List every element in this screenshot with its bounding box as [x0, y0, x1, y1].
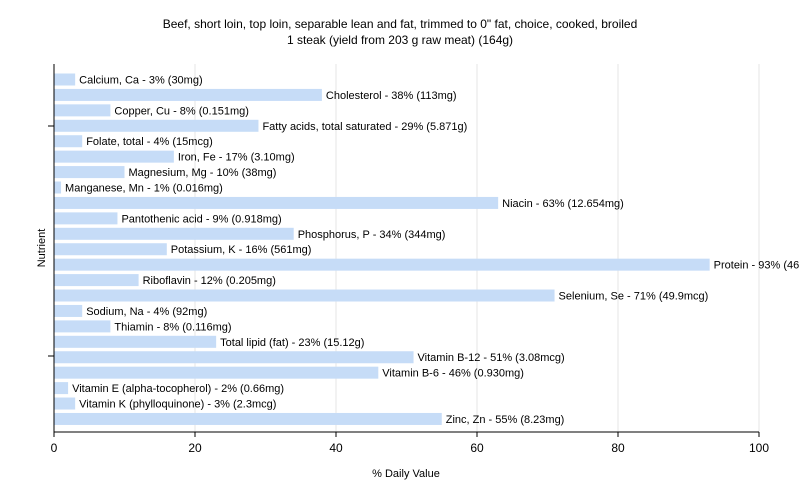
x-axis-label: % Daily Value [372, 468, 440, 480]
tick-labels: 0 20 40 60 80 100 [51, 441, 770, 455]
x-tick-label: 100 [749, 441, 769, 455]
bar [54, 227, 294, 240]
bar-label: Protein - 93% (46.66g) [714, 260, 800, 272]
bar-label: Iron, Fe - 17% (3.10mg) [178, 152, 295, 164]
bar-label: Thiamin - 8% (0.116mg) [114, 321, 231, 333]
bar [54, 258, 710, 271]
chart-subtitle: 1 steak (yield from 203 g raw meat) (164… [286, 33, 514, 47]
bar [54, 104, 111, 117]
bar [54, 304, 83, 317]
bar [54, 412, 442, 425]
bar-label: Potassium, K - 16% (561mg) [171, 244, 312, 256]
x-tick-label: 20 [188, 441, 202, 455]
y-axis-label: Nutrient [36, 229, 48, 268]
bar-label: Vitamin E (alpha-tocopherol) - 2% (0.66m… [72, 383, 284, 395]
bar-label: Total lipid (fat) - 23% (15.12g) [220, 337, 364, 349]
bar [54, 181, 62, 194]
bar [54, 119, 259, 132]
bar-label: Selenium, Se - 71% (49.9mcg) [559, 291, 709, 303]
bar-label: Niacin - 63% (12.654mg) [502, 198, 624, 210]
bar [54, 196, 499, 209]
bar [54, 73, 76, 86]
x-tick-label: 0 [51, 441, 58, 455]
bar [54, 289, 555, 302]
bar-label: Folate, total - 4% (15mcg) [86, 136, 213, 148]
bar [54, 243, 167, 256]
bar-label: Vitamin B-6 - 46% (0.930mg) [382, 368, 524, 380]
bar-label: Pantothenic acid - 9% (0.918mg) [121, 213, 281, 225]
chart-title-block: Beef, short loin, top loin, separable le… [0, 16, 800, 48]
bar [54, 166, 125, 179]
x-tick-label: 40 [329, 441, 343, 455]
bar [54, 150, 174, 163]
bars: Calcium, Ca - 3% (30mg) Cholesterol - 38%… [54, 73, 800, 426]
bar-label: Vitamin K (phylloquinone) - 3% (2.3mcg) [79, 399, 276, 411]
bar-label: Cholesterol - 38% (113mg) [326, 90, 457, 102]
bar-label: Manganese, Mn - 1% (0.016mg) [65, 183, 223, 195]
bar-label: Calcium, Ca - 3% (30mg) [79, 75, 202, 87]
bar [54, 382, 69, 395]
bar [54, 366, 379, 379]
bar [54, 397, 76, 410]
bar [54, 135, 83, 148]
x-tick-label: 80 [611, 441, 625, 455]
bar [54, 320, 111, 333]
bar [54, 274, 139, 287]
axes [48, 64, 760, 437]
bar-label: Phosphorus, P - 34% (344mg) [298, 229, 446, 241]
bar [54, 351, 414, 364]
chart-title: Beef, short loin, top loin, separable le… [162, 17, 638, 31]
x-tick-label: 60 [470, 441, 484, 455]
bar-label: Vitamin B-12 - 51% (3.08mcg) [418, 352, 565, 364]
bar-label: Copper, Cu - 8% (0.151mg) [114, 105, 249, 117]
bar-label: Sodium, Na - 4% (92mg) [86, 306, 207, 318]
bar [54, 88, 322, 101]
bar-label: Magnesium, Mg - 10% (38mg) [129, 167, 277, 179]
bar [54, 335, 217, 348]
bar-label: Fatty acids, total saturated - 29% (5.87… [262, 121, 467, 133]
bar [54, 212, 118, 225]
bar-label: Riboflavin - 12% (0.205mg) [143, 275, 276, 287]
bar-label: Zinc, Zn - 55% (8.23mg) [446, 414, 565, 426]
